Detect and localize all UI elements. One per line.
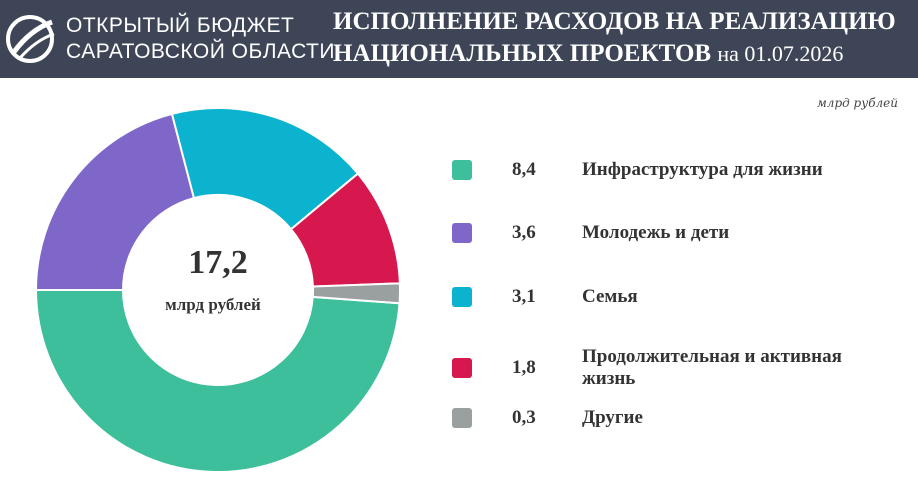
value-label: 8,4 [512, 159, 536, 180]
center-value: 17,2 [188, 244, 248, 281]
legend-label: Инфраструктура для жизни [582, 159, 823, 180]
legend-swatch [452, 358, 472, 378]
header: ОТКРЫТЫЙ БЮДЖЕТ САРАТОВСКОЙ ОБЛАСТИ ИСПО… [0, 0, 918, 78]
logo-text: ОТКРЫТЫЙ БЮДЖЕТ [66, 14, 295, 37]
legend-swatch [452, 287, 472, 307]
donut-chart: 17,2 млрд рублей [34, 107, 401, 473]
title: НАЦИОНАЛЬНЫХ ПРОЕКТОВ на 01.07.2026 [333, 40, 843, 68]
legend-label: Молодежь и дети [582, 222, 730, 243]
legend-item: 0,3 Другие [452, 407, 882, 429]
legend-swatch [452, 160, 472, 180]
slice [170, 107, 360, 231]
value-label: 3,1 [512, 286, 536, 307]
value-label: 0,3 [512, 407, 536, 428]
legend-swatch [452, 408, 472, 428]
value-label: 3,6 [512, 222, 536, 243]
title: ИСПОЛНЕНИЕ РАСХОДОВ НА РЕАЛИЗАЦИЮ [333, 8, 896, 35]
legend-swatch [452, 223, 472, 243]
slice [34, 289, 401, 473]
legend-label: Другие [582, 407, 643, 428]
legend-item: 8,4 Инфраструктура для жизни [452, 159, 882, 181]
value-label: 1,8 [512, 357, 536, 378]
logo-icon [6, 15, 55, 63]
legend-item: 3,1 Семья [452, 286, 882, 308]
slice [34, 112, 196, 291]
legend-item: 3,6 Молодежь и дети [452, 222, 882, 244]
legend-label: Продолжительная и активная жизнь [582, 346, 842, 389]
title: НАЦИОНАЛЬНЫХ ПРОЕКТОВ [333, 40, 712, 67]
logo-text: САРАТОВСКОЙ ОБЛАСТИ [66, 40, 335, 63]
slice [311, 282, 401, 305]
center-unit: млрд рублей [165, 295, 261, 314]
date: на 01.07.2026 [717, 41, 844, 66]
legend-item: 1,8 Продолжительная и активная жизнь [452, 346, 882, 390]
unit: млрд рублей [816, 96, 898, 110]
legend-label: Семья [582, 286, 638, 307]
